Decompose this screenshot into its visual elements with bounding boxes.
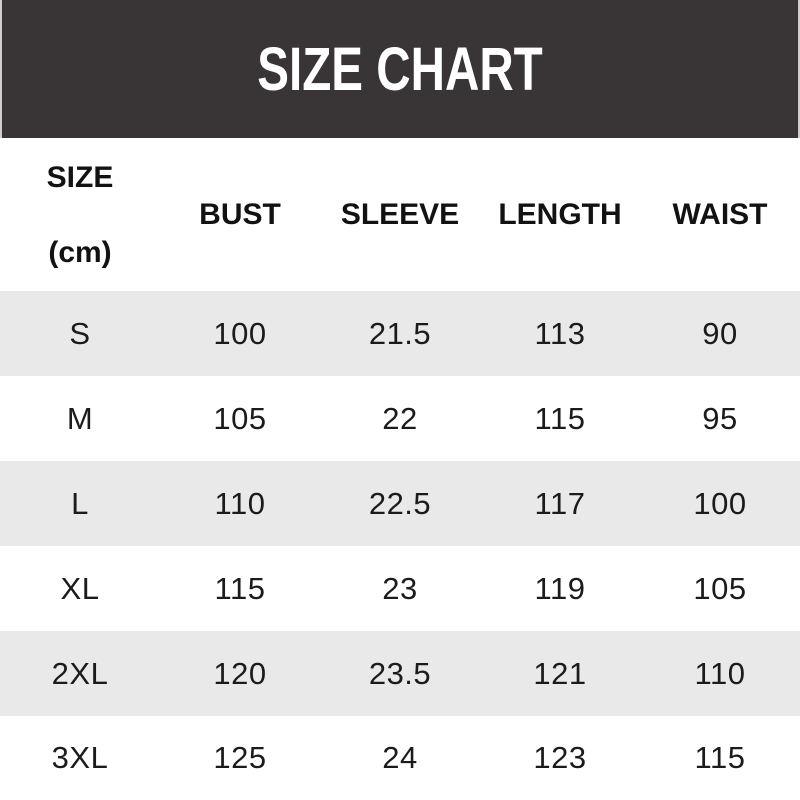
cell-length: 115 <box>534 400 586 436</box>
cell-length: 117 <box>534 485 586 521</box>
cell-bust: 120 <box>213 655 267 691</box>
cell-waist: 115 <box>694 740 746 775</box>
cell-waist: 95 <box>702 400 738 436</box>
cell-waist: 90 <box>702 315 738 351</box>
cell-bust: 110 <box>214 485 266 521</box>
cell-sleeve: 22.5 <box>368 485 432 521</box>
table-row-xl: XL 115 23 119 105 <box>0 546 800 631</box>
cell-waist: 110 <box>694 655 746 691</box>
cell-size: S <box>69 315 91 351</box>
column-header-size-cm: SIZE (cm) <box>0 138 160 291</box>
cell-bust: 115 <box>214 570 266 606</box>
column-header-sleeve: SLEEVE <box>340 197 460 231</box>
cell-bust: 125 <box>213 740 267 775</box>
table-row-2xl: 2XL 120 23.5 121 110 <box>0 631 800 716</box>
cell-bust: 105 <box>213 400 267 436</box>
table-header-row: SIZE (cm) BUST SLEEVE LENGTH WAIST <box>0 138 800 291</box>
table-row-m: M 105 22 115 95 <box>0 376 800 461</box>
table-row-3xl: 3XL 125 24 123 115 <box>0 716 800 800</box>
cell-bust: 100 <box>213 315 267 351</box>
size-chart-banner: SIZE CHART <box>0 0 800 138</box>
table-row-l: L 110 22.5 117 100 <box>0 461 800 546</box>
cell-sleeve: 23 <box>382 570 418 606</box>
page-title: SIZE CHART <box>257 34 543 103</box>
cell-length: 123 <box>533 740 587 775</box>
cell-length: 113 <box>534 315 586 351</box>
size-label: SIZE <box>46 161 114 194</box>
column-header-bust: BUST <box>199 197 281 231</box>
cell-sleeve: 23.5 <box>368 655 432 691</box>
cell-size: 3XL <box>51 740 109 775</box>
cell-length: 121 <box>533 655 587 691</box>
cell-size: XL <box>60 570 100 606</box>
cell-sleeve: 22 <box>382 400 418 436</box>
column-header-waist: WAIST <box>672 197 768 231</box>
cell-size: 2XL <box>51 655 109 691</box>
cell-length: 119 <box>534 570 586 606</box>
unit-label: (cm) <box>48 236 112 269</box>
cell-size: L <box>71 485 89 521</box>
cell-waist: 105 <box>693 570 747 606</box>
cell-size: M <box>66 400 94 436</box>
cell-sleeve: 24 <box>382 740 418 775</box>
cell-waist: 100 <box>693 485 747 521</box>
table-row-s: S 100 21.5 113 90 <box>0 291 800 376</box>
cell-sleeve: 21.5 <box>368 315 432 351</box>
column-header-length: LENGTH <box>498 197 622 231</box>
